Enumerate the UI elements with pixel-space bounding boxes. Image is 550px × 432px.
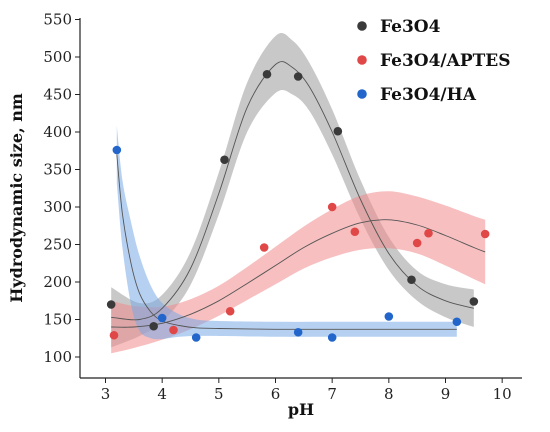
x-axis-title: pH	[288, 400, 314, 419]
data-point	[469, 297, 479, 306]
y-tick-label: 500	[43, 48, 72, 66]
data-point	[333, 126, 343, 136]
y-tick-label: 300	[43, 198, 72, 216]
fit-curve-1	[111, 219, 486, 328]
confidence-bands	[111, 33, 486, 354]
legend-marker-1	[357, 55, 367, 65]
y-tick-label: 100	[43, 348, 72, 366]
data-point	[157, 313, 167, 323]
tick-labels: 3 4 5 6 7 8 9 10 100 150 200 250 300 350 400 450 500 550	[43, 11, 511, 404]
data-point	[384, 312, 394, 321]
data-point	[327, 333, 337, 342]
y-tick-label: 550	[43, 11, 72, 29]
axes	[75, 18, 522, 383]
data-point	[109, 330, 119, 340]
legend-marker-0	[357, 21, 367, 31]
fit-curve-2	[116, 154, 457, 330]
legend-marker-2	[357, 89, 367, 99]
x-tick-label: 9	[441, 385, 451, 403]
fit-curves	[111, 61, 486, 330]
data-point	[149, 321, 158, 331]
confidence-band-2	[116, 126, 457, 340]
confidence-band-1	[111, 191, 486, 354]
data-points	[106, 69, 490, 342]
data-point	[220, 155, 229, 165]
y-tick-label: 400	[43, 123, 72, 141]
legend-label-2: Fe3O4/HA	[380, 85, 477, 105]
y-axis-title: Hydrodynamic size, nm	[7, 93, 26, 303]
data-point	[262, 69, 272, 79]
data-point	[106, 300, 116, 309]
x-tick-label: 3	[101, 385, 111, 403]
legend-label-0: Fe3O4	[380, 17, 441, 37]
y-tick-label: 450	[43, 86, 72, 104]
x-tick-label: 4	[157, 385, 167, 403]
fit-curve-0	[111, 61, 474, 321]
data-point	[412, 238, 422, 248]
data-point	[169, 325, 178, 335]
legend-label-1: Fe3O4/APTES	[380, 51, 511, 71]
data-point	[350, 227, 360, 237]
data-point	[293, 327, 303, 337]
legend: Fe3O4 Fe3O4/APTES Fe3O4/HA	[357, 17, 511, 105]
data-point	[452, 317, 462, 327]
data-point	[327, 202, 337, 212]
data-point	[259, 243, 269, 252]
data-point	[407, 275, 416, 285]
y-tick-label: 150	[43, 311, 72, 329]
x-tick-label: 6	[271, 385, 281, 403]
data-point	[293, 72, 303, 81]
y-tick-label: 350	[43, 161, 72, 179]
y-tick-label: 250	[43, 236, 72, 254]
x-tick-label: 8	[384, 385, 394, 403]
data-point	[225, 306, 235, 316]
data-point	[112, 145, 122, 155]
data-point	[191, 333, 201, 342]
x-tick-label: 7	[327, 385, 337, 403]
x-tick-label: 5	[214, 385, 224, 403]
data-point	[480, 229, 490, 239]
data-point	[424, 228, 433, 238]
x-tick-label: 10	[493, 385, 512, 403]
confidence-band-0	[111, 33, 474, 348]
y-tick-label: 200	[43, 273, 72, 291]
